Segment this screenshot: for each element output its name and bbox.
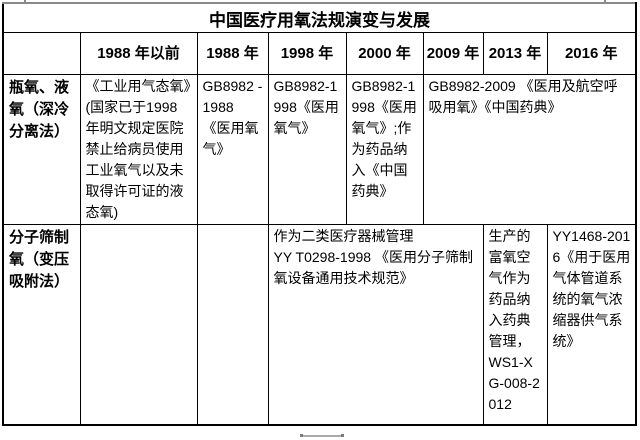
top-edge-tick-right xyxy=(604,0,606,4)
col-header-2013: 2013 年 xyxy=(482,32,548,75)
row-header-bottled-liquid-oxygen: 瓶氧、液氧（深冷分离法） xyxy=(2,74,81,225)
col-header-row-label xyxy=(2,32,81,75)
row-bottled-liquid-oxygen: 瓶氧、液氧（深冷分离法） 《工业用气态氧》(国家已于1998 年明文规定医院禁止… xyxy=(2,74,637,225)
cell-r2-1988 xyxy=(196,224,269,425)
oxygen-regulations-table: 中国医疗用氧法规演变与发展 1988 年以前 1988 年 1998 年 200… xyxy=(2,2,637,426)
cell-r1-1998: GB8982-1998《医用氧气》 xyxy=(267,74,347,225)
col-header-1998: 1998 年 xyxy=(267,32,347,75)
col-header-2016: 2016 年 xyxy=(546,32,637,75)
top-edge-tick-left xyxy=(24,0,26,3)
cell-r1-1988: GB8982 - 1988 《医用氧气》 xyxy=(196,74,269,225)
bottom-handle-end-left xyxy=(300,434,303,437)
cell-r2-2016: YY1468-2016《用于医用气体管道系统的氧气浓缩器供气系统》 xyxy=(546,224,637,425)
cell-r1-pre-1988: 《工业用气态氧》(国家已于1998 年明文规定医院禁止给病员使用工业氧气以及未取… xyxy=(79,74,198,225)
row-molecular-sieve-oxygen: 分子筛制氧（变压吸附法） 作为二类医疗器械管理 YY T0298-1998 《医… xyxy=(2,224,637,425)
cell-r2-1998-to-2009: 作为二类医疗器械管理 YY T0298-1998 《医用分子筛制氧设备通用技术规… xyxy=(267,224,484,425)
cell-r1-2009-to-2016: GB8982-2009 《医用及航空呼吸用氧》《中国药典》 xyxy=(422,74,637,225)
column-header-row: 1988 年以前 1988 年 1998 年 2000 年 2009 年 201… xyxy=(2,32,637,75)
col-header-2000: 2000 年 xyxy=(345,32,424,75)
col-header-pre-1988: 1988 年以前 xyxy=(79,32,198,75)
bottom-handle-end-right xyxy=(341,434,344,437)
bottom-edge-handle xyxy=(300,435,344,437)
row-header-molecular-sieve-oxygen: 分子筛制氧（变压吸附法） xyxy=(2,224,81,425)
cell-r2-2013: 生产的富氧空气作为药品纳入药典管理，WS1-XG-008-2012 xyxy=(482,224,548,425)
col-header-2009: 2009 年 xyxy=(422,32,484,75)
table-title-row: 中国医疗用氧法规演变与发展 xyxy=(2,2,637,33)
table-title: 中国医疗用氧法规演变与发展 xyxy=(2,2,637,33)
cell-r1-2000: GB8982-1998《医用氧气》;作为药品纳入《中国药典》 xyxy=(345,74,424,225)
cell-r2-pre-1988 xyxy=(79,224,198,425)
col-header-1988: 1988 年 xyxy=(196,32,269,75)
